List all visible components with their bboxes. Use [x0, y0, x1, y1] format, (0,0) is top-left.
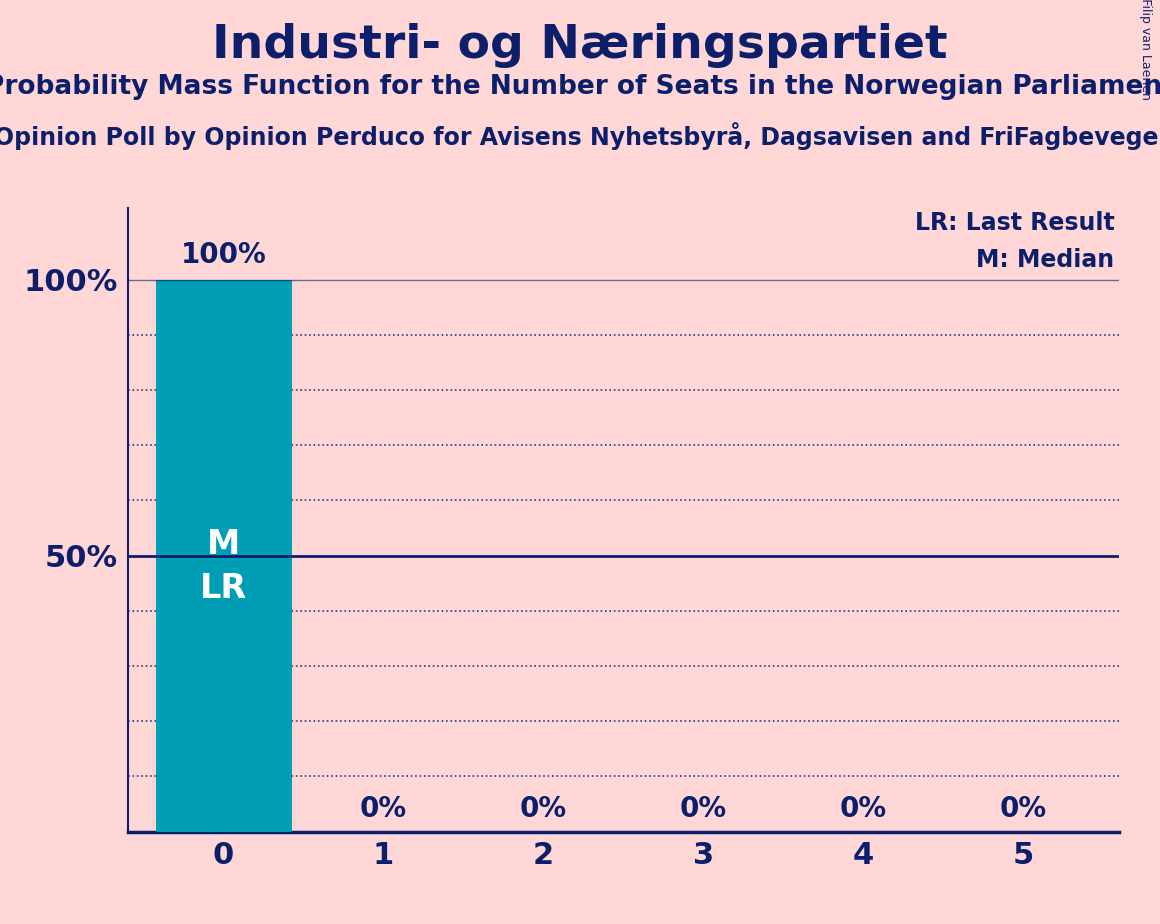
Text: M: M	[206, 529, 240, 561]
Text: 100%: 100%	[181, 240, 267, 269]
Text: 0%: 0%	[520, 796, 567, 823]
Text: Opinion Poll by Opinion Perduco for Avisens Nyhetsbyrå, Dagsavisen and FriFagbev: Opinion Poll by Opinion Perduco for Avis…	[0, 122, 1160, 150]
Text: 0%: 0%	[680, 796, 727, 823]
Text: LR: LR	[200, 572, 247, 605]
Text: M: Median: M: Median	[977, 249, 1115, 273]
Text: 0%: 0%	[840, 796, 887, 823]
Text: LR: Last Result: LR: Last Result	[915, 211, 1115, 235]
Bar	[155, 280, 291, 832]
Text: 0%: 0%	[360, 796, 407, 823]
Text: © 2025 Filip van Laenen: © 2025 Filip van Laenen	[1139, 0, 1152, 100]
Text: 0%: 0%	[1000, 796, 1047, 823]
Text: Industri- og Næringspartiet: Industri- og Næringspartiet	[212, 23, 948, 68]
Text: Probability Mass Function for the Number of Seats in the Norwegian Parliament: Probability Mass Function for the Number…	[0, 74, 1160, 100]
